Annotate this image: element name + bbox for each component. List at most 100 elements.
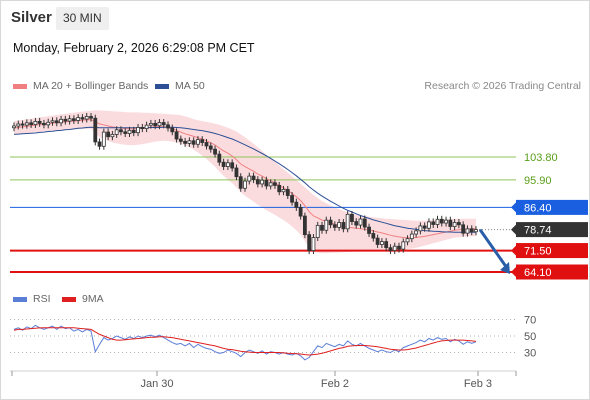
time-tick-label: Jan 30 [140, 378, 173, 390]
candle-body [148, 122, 153, 126]
candle-body [221, 161, 226, 167]
rsi-line [13, 324, 477, 361]
candle-body [140, 127, 145, 130]
level-value-86.40: 86.40 [524, 202, 552, 214]
legend-swatch [155, 83, 169, 89]
candle-body [375, 237, 380, 245]
time-tick-label: Feb 2 [321, 378, 349, 390]
candle-body [255, 179, 260, 185]
level-tag-arrow [511, 202, 516, 213]
candle-body [315, 224, 320, 238]
candle-body [422, 225, 427, 229]
candle-body [260, 179, 265, 185]
candle-body [114, 129, 119, 135]
candle-body [76, 117, 81, 121]
candle-body [362, 218, 367, 228]
legend-ma50: MA 50 [155, 80, 205, 92]
candle-body [345, 213, 350, 230]
level-tag-78.74 [516, 222, 588, 238]
candle-body [71, 118, 76, 121]
candle-body [358, 218, 363, 226]
candle-body [418, 225, 423, 232]
candle-body [328, 219, 333, 226]
level-tag-arrow [511, 267, 516, 277]
candle-body [243, 180, 247, 189]
candle-body [84, 116, 89, 120]
copyright-text: Research © 2026 Trading Central [424, 80, 581, 92]
candle-body [119, 129, 123, 133]
candle-body [106, 131, 111, 138]
candle-body [12, 125, 16, 129]
legend-swatch [13, 296, 27, 302]
candle-body [37, 120, 42, 124]
legend-ma20-bollinger: MA 20 + Bollinger Bands [13, 80, 148, 92]
candle-body [311, 237, 316, 251]
candle-body [456, 222, 461, 226]
level-value-78.74: 78.74 [524, 225, 552, 237]
candle-body [131, 129, 136, 134]
candle-body [204, 142, 209, 147]
level-tag-103.80 [516, 149, 588, 165]
candle-body [268, 182, 273, 187]
candle-body [234, 167, 239, 178]
legend-label: MA 50 [175, 80, 205, 92]
candle-body [337, 222, 342, 228]
candle-body [281, 189, 286, 193]
level-value-64.10: 64.10 [524, 267, 552, 279]
candle-body [54, 120, 59, 124]
candle-body [144, 124, 149, 130]
level-tag-arrow [511, 224, 516, 235]
timeframe-button[interactable]: 30 MIN [56, 7, 109, 30]
candle-body [97, 141, 102, 147]
candle-body [183, 140, 188, 144]
candle-body [273, 182, 277, 186]
candle-body [251, 175, 256, 180]
candle-body [29, 122, 34, 125]
projection-arrow-shaft [478, 228, 509, 269]
candle-body [367, 226, 371, 234]
candle-body [444, 219, 448, 224]
candle-body [67, 118, 72, 122]
candle-body [123, 131, 128, 134]
candle-body [307, 234, 312, 251]
candle-body [178, 138, 183, 142]
candle-body [225, 162, 230, 167]
rsi-ma9-line [13, 327, 477, 356]
candle-body [93, 117, 98, 143]
candle-body [452, 222, 457, 227]
candle-body [285, 189, 290, 196]
candle-body [294, 201, 299, 208]
candle-body [127, 129, 132, 134]
candle-body [392, 245, 397, 251]
candle-body [465, 228, 470, 234]
candle-body [264, 179, 269, 187]
legend-label: MA 20 + Bollinger Bands [33, 80, 149, 92]
candle-body [474, 229, 478, 233]
candle-body [217, 153, 222, 163]
candle-body [439, 218, 444, 224]
level-tag-71.50 [516, 243, 588, 259]
candle-body [59, 118, 63, 124]
level-tag-86.40 [516, 199, 588, 215]
level-value-71.50: 71.50 [524, 246, 552, 258]
candle-body [290, 195, 294, 203]
candle-body [174, 131, 179, 140]
candle-body [161, 122, 166, 126]
legend-swatch [62, 296, 76, 302]
time-tick-label: Feb 3 [464, 378, 492, 390]
candle-body [16, 123, 21, 127]
candle-body [20, 123, 25, 126]
candle-body [379, 241, 384, 245]
level-value-103.80: 103.80 [524, 152, 558, 164]
candle-body [200, 139, 205, 143]
instrument-title: Silver [11, 9, 52, 26]
legend-label: RSI [33, 293, 51, 305]
candle-body [42, 122, 46, 126]
rsi-level-label-50: 50 [524, 331, 536, 343]
candle-body [332, 224, 337, 228]
candle-body [110, 134, 115, 138]
datetime-label: Monday, February 2, 2026 6:29:08 PM CET [13, 41, 255, 55]
candle-body [397, 245, 401, 250]
candle-body [33, 120, 38, 125]
